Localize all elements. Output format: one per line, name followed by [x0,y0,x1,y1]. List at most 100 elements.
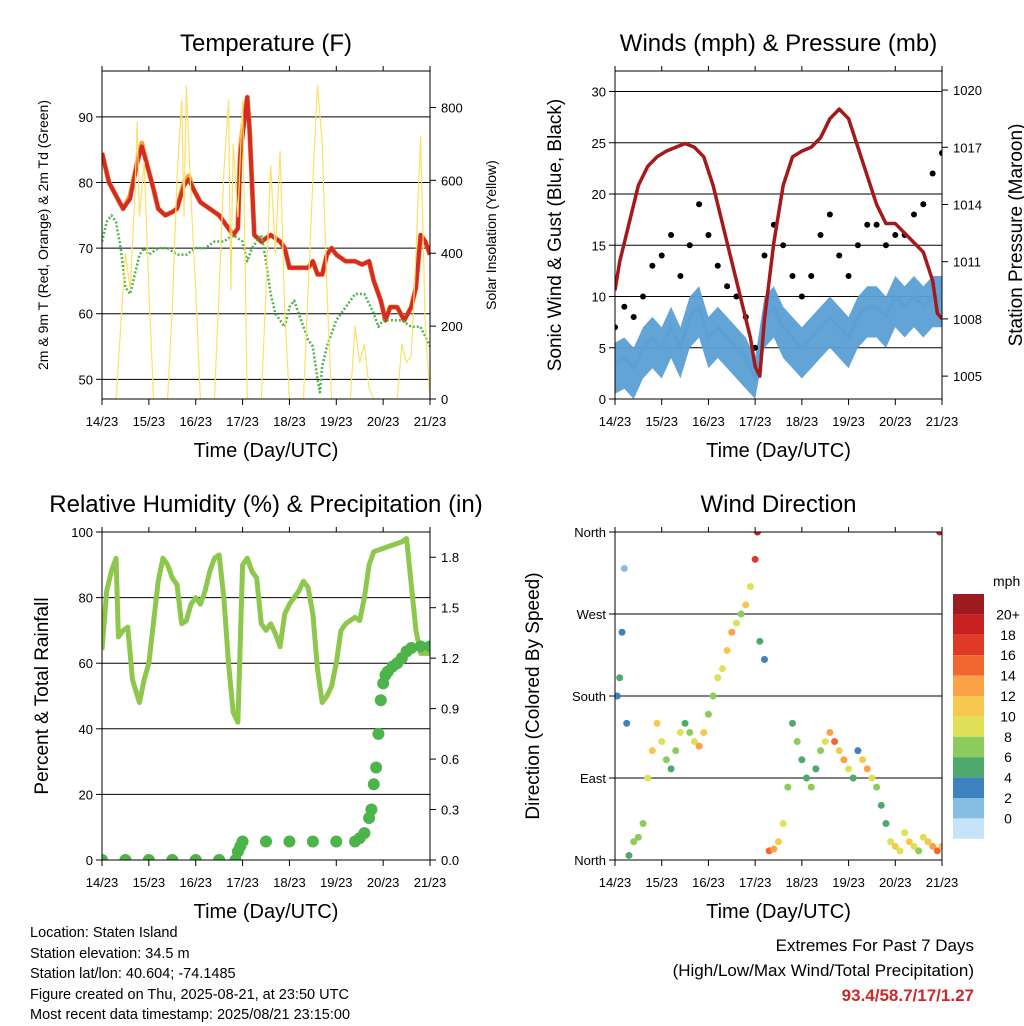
wind_direction-point-7 [634,833,642,841]
humidity-s1-point-11 [283,835,296,848]
wind_direction-xtick-label: 18/23 [786,875,819,890]
humidity-ytick-label: 20 [79,787,93,802]
winds-s1-point-29 [882,242,889,249]
temperature-ytick-right-label: 200 [441,319,463,334]
temperature-s3-line [102,84,430,399]
temperature-ytick-label: 50 [79,372,93,387]
legend-label-0: 20+ [996,606,1020,622]
wind_direction-point-1 [616,674,624,682]
wind_direction-xtick-label: 14/23 [599,875,632,890]
winds-s1-point-32 [910,211,917,218]
humidity-xtick-label: 15/23 [133,875,166,890]
wind_direction-frame [614,531,943,861]
winds-xtick-label: 19/23 [832,414,865,429]
winds-xtick-label: 15/23 [645,414,678,429]
wind_direction-point-8 [639,820,647,828]
legend-label-8: 4 [1004,770,1012,786]
wind_direction-point-63 [891,842,899,850]
winds-s0-line [615,293,942,384]
legend-swatch-0 [953,594,984,615]
winds-ytick-label: 10 [592,290,606,305]
winds-s1-point-18 [780,242,787,249]
wind_direction-point-58 [868,774,876,782]
wind_direction-point-15 [672,747,680,755]
latlon-text: Station lat/lon: 40.604; -74.1485 [30,966,236,982]
humidity-title: Relative Humidity (%) & Precipitation (i… [49,491,482,518]
wind_direction-point-13 [662,756,670,764]
winds-s1-point-13 [733,293,740,300]
winds-ytick-right-label: 1020 [953,83,982,98]
winds-xtick-label: 16/23 [692,414,725,429]
winds-s1-point-21 [808,273,815,279]
wind_direction-point-55 [854,747,862,755]
temperature-xtick-label: 14/23 [86,414,119,429]
winds-s1-point-34 [929,170,936,177]
legend-swatch-6 [953,716,984,737]
humidity-ytick-right-label: 1.5 [441,601,459,616]
location-text: Location: Staten Island [30,925,178,941]
winds-ytick-label: 25 [592,136,606,151]
wind_direction-point-19 [690,738,698,746]
winds-s1-point-4 [649,262,656,269]
wind_direction-point-44 [803,774,811,782]
winds-ytick-label: 0 [599,392,606,407]
humidity-s0-line [102,536,430,725]
wind_direction-point-32 [751,555,759,563]
wind_direction-point-25 [718,665,726,673]
humidity-s1-point-13 [330,835,343,848]
temperature-xlabel: Time (Day/UTC) [194,440,339,462]
winds-ytick-right-label: 1014 [953,197,982,212]
humidity-ytick-label: 0 [86,853,93,868]
extremes-values: 93.4/58.7/17/1.27 [841,986,974,1005]
humidity-s1-point-2 [142,854,155,860]
humidity-s1-point-30 [405,642,418,655]
winds-s1-point-9 [696,201,703,208]
winds-frame [614,70,943,400]
wind_direction-point-59 [873,783,881,791]
wind_direction-point-12 [658,738,666,746]
legend-label-1: 18 [1000,627,1016,643]
legend-label-6: 8 [1004,729,1012,745]
wind_direction-point-29 [737,610,745,618]
wind_direction-point-64 [896,847,904,855]
temperature-title: Temperature (F) [180,30,352,57]
created-text: Figure created on Thu, 2025-08-21, at 23… [30,986,349,1003]
legend-label-10: 0 [1004,810,1012,826]
humidity-s1-point-4 [189,854,202,860]
wind_direction-point-52 [840,756,848,764]
temperature-ytick-label: 60 [79,307,93,322]
winds-s1-point-35 [939,150,942,156]
winds-s1-point-25 [845,273,852,279]
winds-s1-point-28 [873,221,880,228]
legend-label-7: 6 [1004,749,1012,765]
humidity-s1-point-21 [372,727,385,740]
winds-s1-point-33 [920,201,927,208]
winds-s1-point-20 [798,293,805,300]
humidity-ytick-right-label: 0.9 [441,702,459,717]
winds-s1-point-5 [658,252,665,259]
wind_direction-xtick-label: 15/23 [645,875,678,890]
legend-swatch-4 [953,675,984,696]
wind_direction-point-39 [779,820,787,828]
humidity-ylabel: Percent & Total Rainfall [32,597,53,794]
winds-xtick-label: 14/23 [599,414,632,429]
wind_direction-point-49 [826,728,834,736]
winds-xlabel: Time (Day/UTC) [706,440,851,462]
legend-swatch-5 [953,696,984,717]
temperature-ytick-right-label: 800 [441,100,463,115]
legend-swatch-10 [953,798,984,819]
wind_direction-point-53 [845,765,853,773]
wind_direction-xlabel: Time (Day/UTC) [706,901,851,923]
winds-ytick-right-label: 1017 [953,140,982,155]
humidity-frame [101,531,431,861]
winds-ytick-right-label: 1008 [953,312,982,327]
wind_direction-point-28 [732,619,740,627]
temperature-frame [101,70,431,400]
temperature-xtick-label: 20/23 [367,414,400,429]
winds-ytick-label: 15 [592,238,606,253]
wind_direction-point-66 [905,838,913,846]
winds-s1-point-6 [668,232,675,238]
temperature-xtick-label: 17/23 [226,414,259,429]
humidity-xlabel: Time (Day/UTC) [194,901,339,923]
wind_direction-point-22 [704,710,712,718]
